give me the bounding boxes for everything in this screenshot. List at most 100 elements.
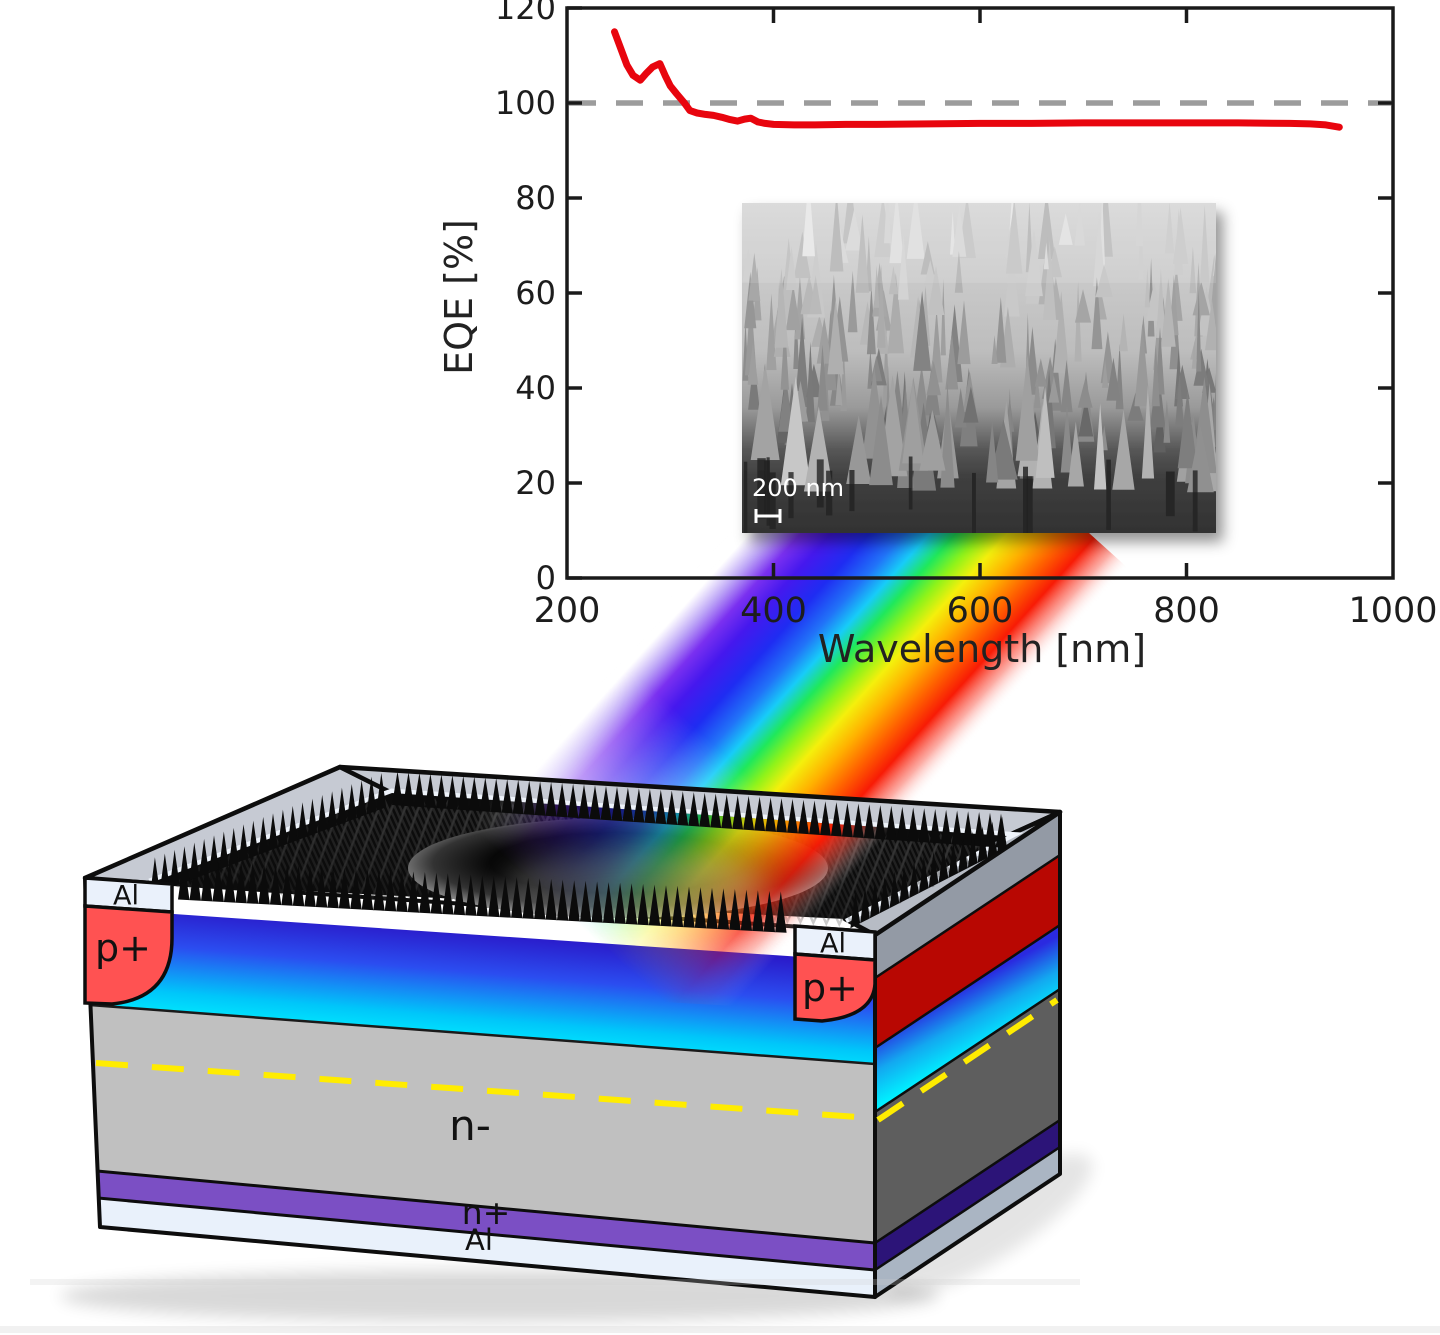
sem-spike — [1119, 313, 1128, 352]
front-face-outline — [83, 876, 877, 1299]
x-axis-tick-label: 600 — [947, 591, 1014, 631]
sem-pillar — [1177, 390, 1198, 469]
sem-trench — [1023, 466, 1028, 533]
sem-spike — [954, 387, 967, 428]
sem-spike — [747, 343, 759, 385]
device-schematic: Al p+ Al p+ n- n+ Al — [60, 764, 1093, 1322]
front-face-n-minus-layer — [90, 1005, 875, 1243]
sem-pillar — [1112, 409, 1135, 490]
sem-pillar — [1015, 354, 1040, 461]
sem-pillar — [940, 383, 955, 488]
sem-spike — [887, 272, 905, 354]
sem-spike — [1078, 397, 1094, 437]
sem-spike — [927, 265, 945, 315]
sem-spike — [766, 293, 777, 371]
eqe-curve — [611, 28, 1343, 131]
sem-pillar — [1067, 421, 1084, 487]
sem-trench — [1106, 459, 1111, 530]
sem-trench — [972, 472, 976, 533]
sem-spike — [805, 341, 815, 423]
y-axis-tick-label: 40 — [515, 369, 556, 407]
sem-scale-bar-icon — [754, 509, 782, 523]
sem-spike — [1163, 399, 1171, 443]
front-spike-fringe — [178, 858, 787, 933]
sem-spike — [835, 365, 843, 406]
shadow-artifact-strip — [0, 1326, 1440, 1333]
sem-spike — [1077, 378, 1093, 408]
sem-spike — [1033, 373, 1041, 409]
sem-spike — [1175, 372, 1184, 427]
sem-spike — [963, 386, 979, 423]
sem-trench — [764, 460, 770, 517]
n-plus-label: n+ — [462, 1193, 511, 1232]
sem-spike — [995, 296, 1007, 363]
sem-spike — [1127, 392, 1144, 421]
p-plus-right-label: p+ — [802, 966, 858, 1010]
sem-pillar — [780, 376, 811, 486]
sem-trench — [788, 472, 794, 519]
sem-spike — [866, 286, 876, 355]
sem-trench — [743, 461, 748, 533]
front-face-layer-separator — [96, 1169, 876, 1245]
sem-pillar — [1094, 403, 1107, 490]
sem-spike — [1102, 359, 1109, 388]
front-face-al-bottom-layer — [98, 1198, 875, 1297]
sem-spike — [1191, 341, 1197, 369]
sem-spike — [1196, 288, 1202, 372]
x-axis-tick-label: 1000 — [1348, 591, 1437, 631]
sem-spike — [1205, 299, 1216, 351]
al-bottom-label: Al — [465, 1223, 493, 1257]
p-plus-contact-left — [83, 904, 174, 1006]
sem-pillar — [750, 363, 780, 460]
sem-spike — [1144, 268, 1151, 308]
sem-spike — [1091, 277, 1103, 350]
sem-spike — [913, 291, 932, 371]
sem-spike — [1060, 359, 1073, 413]
sem-spike — [816, 317, 832, 364]
side-face-n-minus-band — [875, 989, 1060, 1243]
sem-spike — [778, 375, 794, 432]
sem-spike — [1192, 281, 1210, 316]
x-axis-title: Wavelength [nm] — [818, 627, 1146, 671]
sem-spike — [945, 332, 959, 390]
sem-trench — [757, 458, 766, 519]
al-contact-right-label: Al — [820, 929, 846, 960]
sem-spike — [1053, 291, 1069, 373]
y-axis-tick-label: 60 — [515, 274, 556, 312]
sem-spike — [1156, 268, 1166, 338]
x-axis-tick-label: 400 — [740, 591, 807, 631]
sem-spike — [991, 335, 998, 364]
back-spike-fringe — [392, 771, 1007, 848]
y-axis-title: EQE [%] — [437, 219, 481, 375]
al-contact-left-label: Al — [113, 881, 139, 912]
side-face-separator — [874, 853, 1061, 1272]
sem-haze — [742, 203, 1216, 283]
sem-spike — [847, 270, 858, 333]
sem-pillar — [986, 421, 999, 483]
x-axis-tick-label: 200 — [534, 591, 601, 631]
sem-spike — [796, 317, 808, 392]
sem-spike — [1193, 348, 1209, 386]
sem-trench — [1192, 470, 1198, 532]
sem-pillar — [869, 395, 893, 486]
sem-spike — [926, 361, 941, 396]
sem-pillar — [1035, 386, 1055, 478]
p-plus-contact-right — [793, 952, 877, 1023]
sem-pillar — [803, 406, 834, 492]
side-face-blue-band — [875, 925, 1060, 1112]
sem-spike — [1074, 289, 1092, 323]
sem-spike — [817, 344, 828, 411]
sem-trench — [1026, 476, 1033, 533]
sem-pillar — [1141, 385, 1155, 479]
front-face-layer-separator — [97, 1196, 876, 1272]
sem-spike — [940, 278, 946, 356]
y-axis-tick-label: 100 — [495, 84, 556, 122]
sem-spike — [1106, 357, 1121, 401]
junction-dashed-line-front — [95, 1060, 873, 1121]
sem-spike — [785, 284, 801, 331]
sem-spike — [774, 268, 789, 348]
sem-pillar — [919, 409, 946, 471]
front-face-n-plus-layer — [97, 1171, 875, 1270]
